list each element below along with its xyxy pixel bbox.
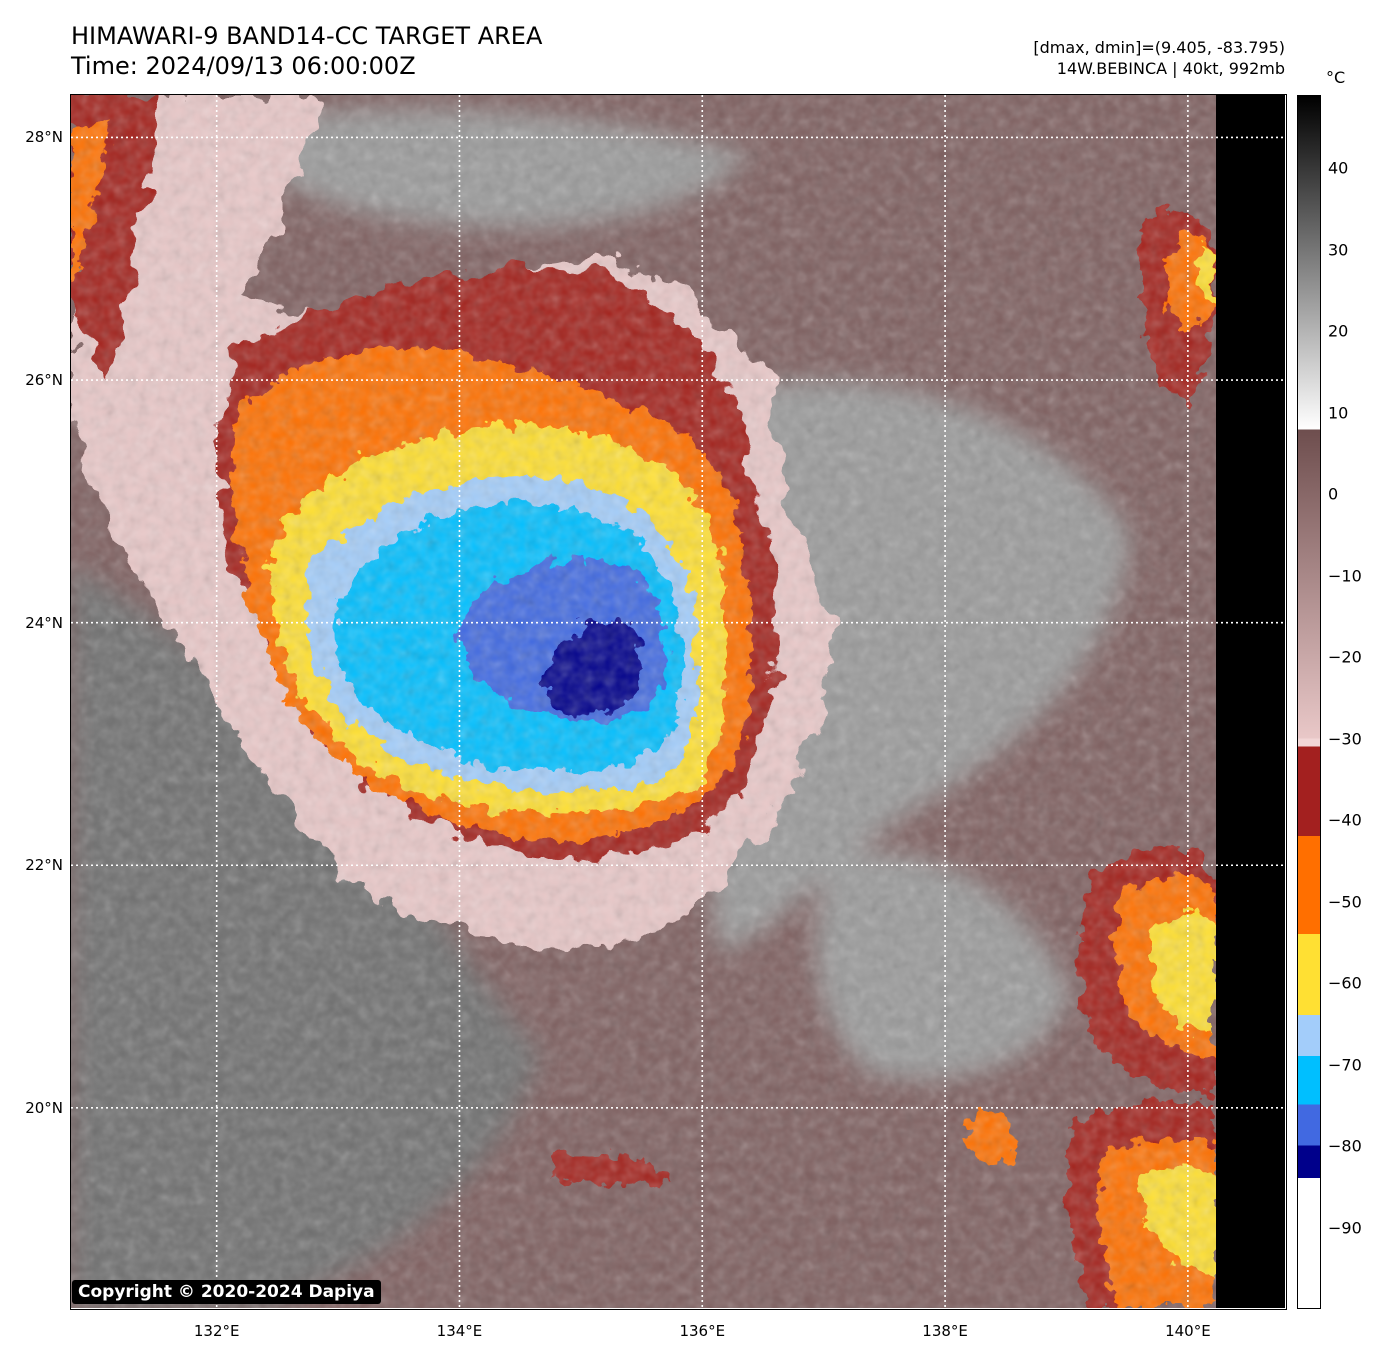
lon-label: 134°E	[436, 1322, 483, 1340]
colorbar-unit: °C	[1326, 68, 1346, 87]
colorbar-label: 20	[1328, 321, 1349, 341]
copyright-badge: Copyright © 2020-2024 Dapiya	[72, 1280, 381, 1304]
satellite-map	[70, 94, 1287, 1310]
lat-label: 22°N	[25, 856, 63, 875]
lon-label: 138°E	[922, 1322, 968, 1340]
colorbar-label: −50	[1328, 892, 1362, 912]
lon-label: 136°E	[679, 1322, 726, 1340]
storm-text: 14W.BEBINCA | 40kt, 992mb	[1056, 59, 1285, 78]
colorbar-label: 0	[1328, 484, 1339, 504]
colorbar-label: −10	[1328, 566, 1362, 586]
lat-label: 26°N	[25, 371, 63, 390]
lon-label: 132°E	[193, 1322, 240, 1340]
colorbar-label: −30	[1328, 729, 1362, 749]
colorbar	[1297, 95, 1321, 1309]
colorbar-label: 40	[1328, 158, 1349, 178]
no-data-strip	[1216, 95, 1285, 1308]
colorbar-label: −60	[1328, 973, 1362, 993]
lat-label: 28°N	[25, 128, 63, 147]
colorbar-label: −40	[1328, 810, 1362, 830]
gridlines	[71, 95, 1285, 1308]
lon-label: 140°E	[1165, 1322, 1211, 1340]
chart-time: Time: 2024/09/13 06:00:00Z	[71, 52, 416, 80]
lat-label: 24°N	[25, 613, 63, 632]
chart-title: HIMAWARI-9 BAND14-CC TARGET AREA	[71, 22, 543, 50]
lat-label: 20°N	[25, 1098, 63, 1117]
texture-overlay	[71, 95, 1285, 1308]
colorbar-label: 30	[1328, 240, 1349, 260]
range-text: [dmax, dmin]=(9.405, -83.795)	[1033, 38, 1285, 57]
colorbar-label: −90	[1328, 1218, 1362, 1238]
colorbar-label: −20	[1328, 647, 1362, 667]
colorbar-label: −80	[1328, 1136, 1362, 1156]
colorbar-label: 10	[1328, 403, 1349, 423]
colorbar-label: −70	[1328, 1055, 1362, 1075]
